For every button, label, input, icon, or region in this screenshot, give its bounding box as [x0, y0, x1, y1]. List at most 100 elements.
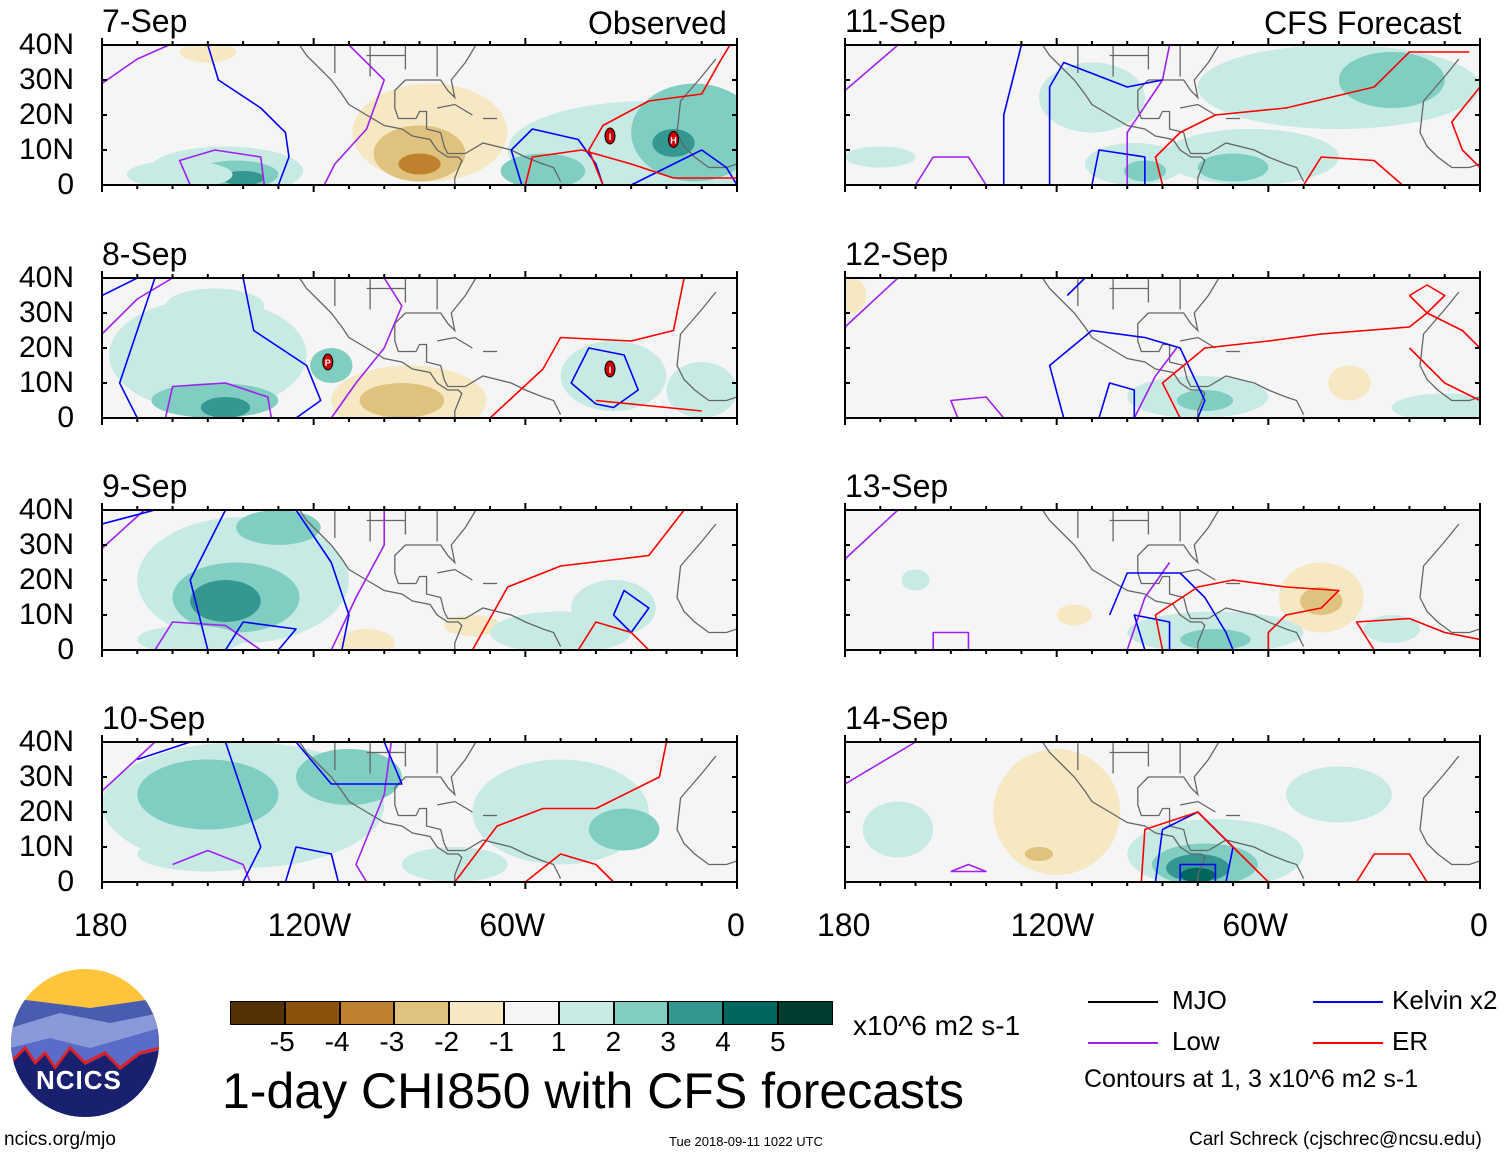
- chi-shading-blob: [1363, 615, 1421, 643]
- chi-shading-blob: [137, 836, 279, 872]
- coastline: [1419, 58, 1480, 169]
- coastline: [465, 839, 562, 879]
- units-label: x10^6 m2 s-1: [853, 1010, 1021, 1041]
- kelvin-contour: [189, 510, 227, 650]
- legend-label-mjo: MJO: [1172, 985, 1227, 1015]
- colorbar-label: -3: [379, 1026, 405, 1057]
- storm-label: P: [325, 358, 331, 368]
- coastline: [1180, 568, 1216, 581]
- storm-label: I: [609, 365, 612, 375]
- panel-date: 8-Sep: [102, 236, 188, 272]
- low-contour: [845, 45, 899, 92]
- legend-label-er: ER: [1392, 1026, 1429, 1056]
- chi-shading-blob: [359, 383, 445, 418]
- chi-shading-blob: [296, 749, 402, 805]
- chi-shading-blob: [1197, 153, 1269, 182]
- lat-tick-label: 40N: [18, 28, 74, 61]
- low-contour: [355, 742, 393, 882]
- lat-tick-label: 30N: [18, 528, 74, 561]
- low-contour: [845, 278, 899, 328]
- low-contour: [845, 510, 899, 560]
- chi-shading-blob: [137, 625, 244, 650]
- coastline: [299, 742, 463, 882]
- chi-shading-blob: [862, 801, 934, 858]
- forecast-header: CFS Forecast: [1264, 5, 1462, 41]
- colorbar-label: 3: [660, 1026, 676, 1057]
- chi-shading-blob: [1056, 604, 1092, 626]
- kelvin-contour: [612, 589, 650, 634]
- lat-tick-label: 10N: [18, 133, 74, 166]
- lat-tick-label: 30N: [18, 296, 74, 329]
- colorbar-swatch: [230, 1001, 285, 1025]
- coastline: [1208, 142, 1305, 182]
- coastline: [437, 568, 473, 581]
- low-contour: [1133, 347, 1178, 418]
- storm-label: H: [670, 136, 677, 146]
- tropical-storm-icon: P: [322, 353, 334, 371]
- low-contour: [914, 156, 987, 185]
- legend-label-kelvin: Kelvin x2: [1392, 985, 1498, 1015]
- map-panel: [844, 503, 1481, 657]
- coastline: [1042, 45, 1206, 185]
- kelvin-contour: [137, 742, 191, 761]
- coastline: [299, 45, 463, 185]
- lat-tick-label: 20N: [18, 331, 74, 364]
- chi-shading-blob: [221, 171, 265, 185]
- map-panel: [844, 271, 1481, 425]
- kelvin-contour: [224, 742, 262, 882]
- chi-shading-blob: [901, 569, 930, 591]
- coastline: [465, 375, 562, 415]
- kelvin-contour: [1048, 329, 1206, 418]
- chi-shading-blob: [126, 160, 233, 185]
- lon-tick-label: 180: [817, 907, 871, 943]
- colorbar-label: -1: [489, 1026, 514, 1057]
- colorbar-label: 4: [715, 1026, 731, 1057]
- kelvin-contour: [1108, 572, 1234, 650]
- colorbar-swatch: [558, 1001, 614, 1025]
- map-panel: [101, 503, 738, 657]
- lon-tick-label: 60W: [1222, 907, 1289, 943]
- lat-tick-label: 30N: [18, 63, 74, 96]
- low-contour: [178, 149, 266, 185]
- low-contour: [950, 863, 987, 873]
- er-contour: [595, 399, 702, 412]
- low-contour: [164, 382, 273, 418]
- er-contour: [577, 621, 650, 650]
- coastline: [676, 523, 737, 634]
- lat-tick-label: 40N: [18, 493, 74, 526]
- footer-timestamp: Tue 2018-09-11 1022 UTC: [669, 1134, 823, 1149]
- logo-text: NCICS: [36, 1065, 122, 1095]
- chi-shading-blob: [631, 83, 737, 182]
- colorbar-label: 2: [605, 1026, 622, 1057]
- lat-tick-label: 40N: [18, 725, 74, 758]
- lon-tick-label: 0: [1470, 907, 1488, 943]
- chi-shading-blob: [845, 278, 867, 313]
- kelvin-contour: [510, 128, 737, 185]
- legend-swatch-kelvin: [1313, 1001, 1383, 1003]
- tropical-storm-icon: I: [604, 360, 616, 378]
- panel-date: 7-Sep: [102, 3, 188, 39]
- er-contour: [1408, 347, 1480, 402]
- low-contour: [102, 45, 170, 85]
- lon-tick-label: 60W: [479, 907, 546, 943]
- colorbar-swatch: [284, 1001, 340, 1025]
- chi-shading-blob: [236, 510, 321, 545]
- coastline: [676, 755, 737, 866]
- panel-date: 12-Sep: [845, 236, 949, 272]
- er-contour: [1355, 617, 1480, 650]
- footer-author: Carl Schreck (cjschrec@ncsu.edu): [1189, 1129, 1482, 1150]
- panel-date: 14-Sep: [845, 700, 949, 736]
- er-contour: [1355, 853, 1428, 882]
- panel-date: 9-Sep: [102, 468, 188, 504]
- panel-date: 13-Sep: [845, 468, 949, 504]
- kelvin-contour: [102, 278, 138, 297]
- colorbar-swatch: [668, 1001, 724, 1025]
- coastline: [394, 742, 477, 852]
- coastline: [437, 103, 473, 116]
- coastline: [465, 142, 562, 182]
- kelvin-contour: [295, 742, 403, 785]
- observed-header: Observed: [588, 5, 727, 41]
- kelvin-contour: [1066, 278, 1086, 297]
- er-contour: [489, 278, 685, 418]
